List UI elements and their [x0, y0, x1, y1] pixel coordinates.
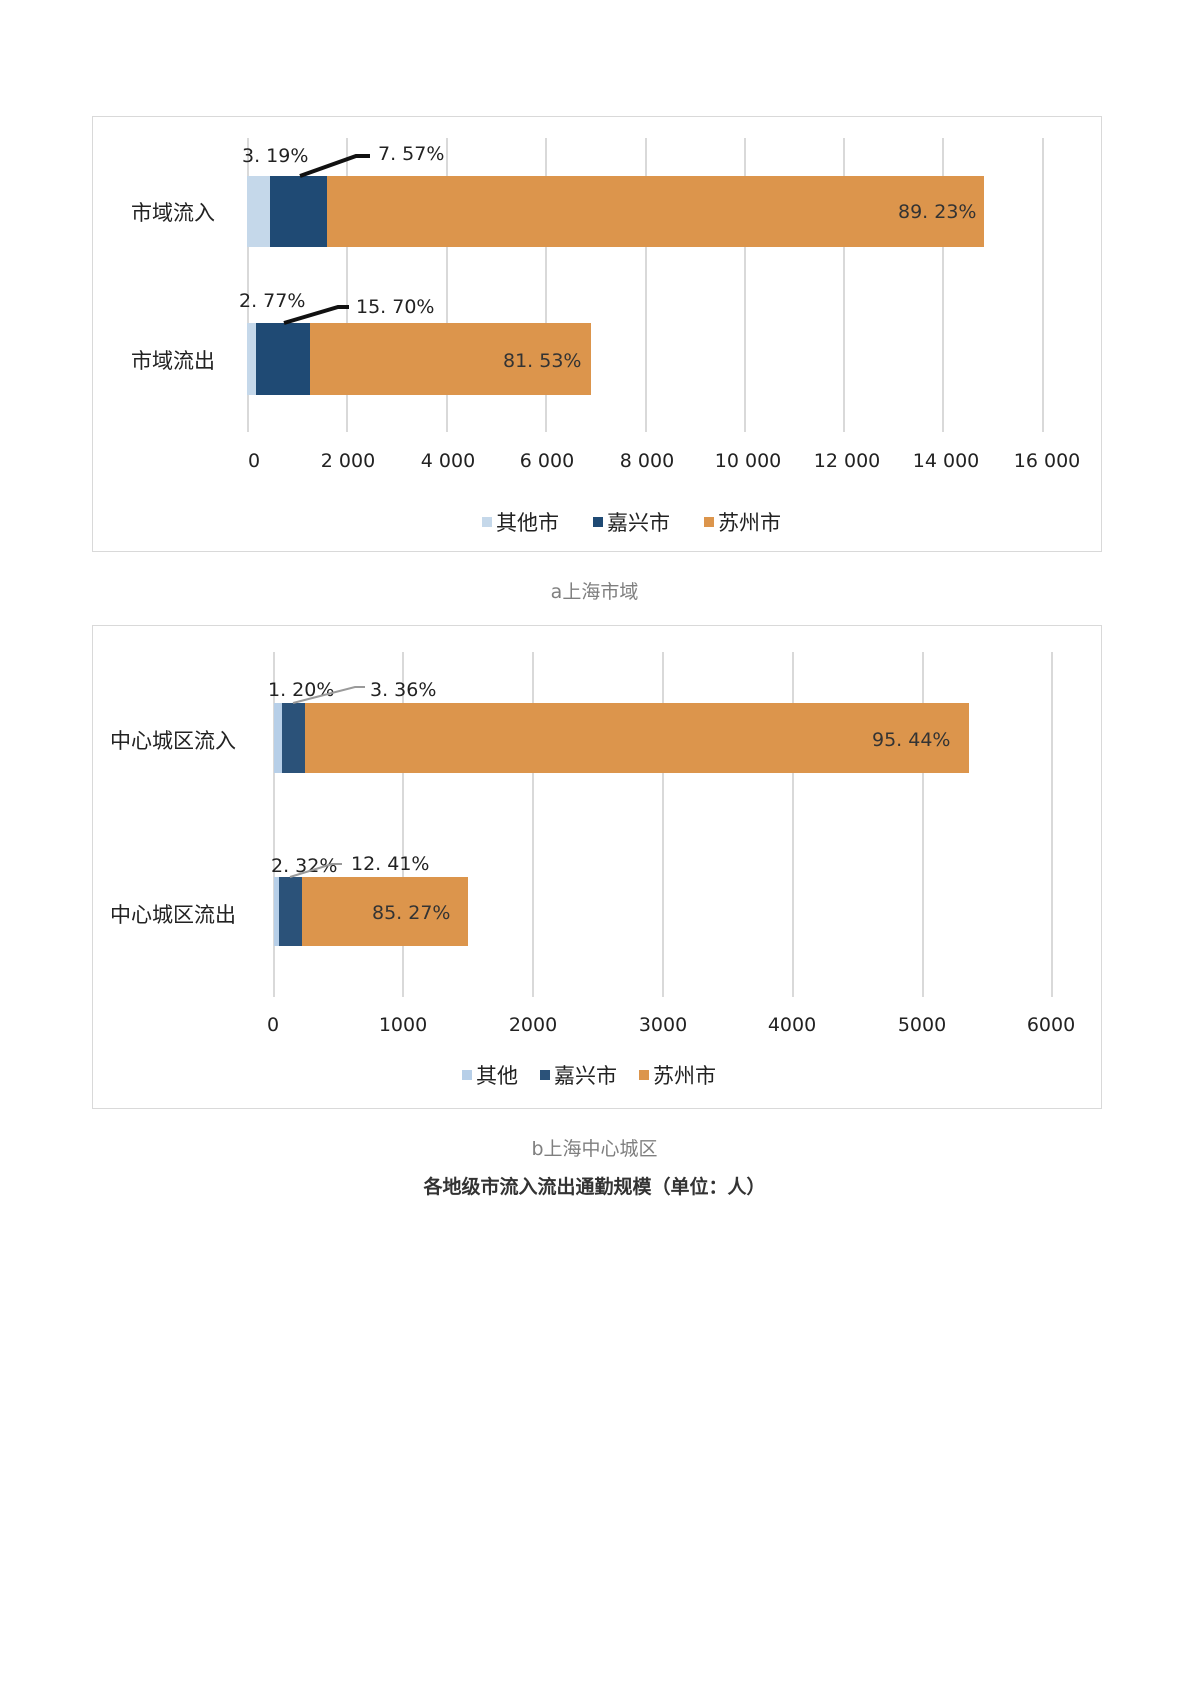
bar-segment-suzhou — [310, 323, 591, 395]
gridline — [1051, 652, 1053, 997]
bar-segment-jiaxing — [279, 877, 302, 946]
legend-label: 其他市 — [496, 511, 559, 535]
data-label-suzhou: 81. 53% — [503, 350, 582, 372]
bar-segment-other — [274, 703, 282, 773]
category-label: 中心城区流出 — [110, 903, 236, 927]
x-tick: 4000 — [767, 1014, 817, 1036]
gridline — [843, 138, 845, 432]
legend-item-jiaxing: 嘉兴市 — [540, 1060, 617, 1090]
x-tick: 14 000 — [912, 450, 980, 472]
legend: 其他 嘉兴市 苏州市 — [462, 1060, 750, 1090]
gridline — [446, 138, 448, 432]
legend-item-suzhou: 苏州市 — [639, 1060, 716, 1090]
category-label: 市域流入 — [131, 201, 215, 225]
x-tick: 6 000 — [519, 450, 575, 472]
bar-segment-jiaxing — [270, 176, 327, 247]
x-tick: 8 000 — [619, 450, 675, 472]
legend-swatch-icon — [704, 517, 714, 527]
legend-swatch-icon — [462, 1070, 472, 1080]
bar-segment-suzhou — [327, 176, 984, 247]
bar-segment-other — [247, 323, 256, 395]
chart-a-caption: a上海市域 — [550, 581, 639, 603]
x-tick: 12 000 — [813, 450, 881, 472]
bar-segment-jiaxing — [256, 323, 310, 395]
x-tick: 16 000 — [1013, 450, 1081, 472]
gridline — [645, 138, 647, 432]
gridline — [942, 138, 944, 432]
category-label: 中心城区流入 — [110, 729, 236, 753]
data-label-suzhou: 85. 27% — [372, 902, 451, 924]
data-label-other: 3. 19% — [242, 145, 309, 167]
chart-b-caption: b上海中心城区 — [531, 1138, 658, 1160]
legend-item-jiaxing: 嘉兴市 — [593, 507, 670, 537]
x-tick: 3000 — [638, 1014, 688, 1036]
legend-swatch-icon — [639, 1070, 649, 1080]
gridline — [545, 138, 547, 432]
x-tick: 5000 — [897, 1014, 947, 1036]
gridline — [532, 652, 534, 997]
figure-title: 各地级市流入流出通勤规模（单位：人） — [423, 1176, 766, 1198]
data-label-jiaxing: 3. 36% — [370, 679, 437, 701]
bar-segment-suzhou — [305, 703, 969, 773]
data-label-jiaxing: 15. 70% — [356, 296, 435, 318]
bar-segment-jiaxing — [282, 703, 305, 773]
chart-b-frame — [92, 625, 1102, 1109]
x-tick: 2000 — [508, 1014, 558, 1036]
legend-item-suzhou: 苏州市 — [704, 507, 781, 537]
gridline — [346, 138, 348, 432]
gridline — [662, 652, 664, 997]
legend-label: 其他 — [476, 1064, 518, 1088]
x-tick: 10 000 — [714, 450, 782, 472]
bar-segment-suzhou — [302, 877, 468, 946]
gridline — [1042, 138, 1044, 432]
data-label-other: 2. 32% — [271, 855, 338, 877]
legend-item-other: 其他 — [462, 1060, 518, 1090]
bar-segment-other — [247, 176, 270, 247]
x-tick: 1000 — [378, 1014, 428, 1036]
x-tick: 4 000 — [420, 450, 476, 472]
gridline — [792, 652, 794, 997]
gridline — [273, 652, 275, 997]
legend: 其他市 嘉兴市 苏州市 — [482, 507, 815, 537]
x-tick: 0 — [247, 450, 261, 472]
bar-segment-other — [274, 877, 279, 946]
gridline — [922, 652, 924, 997]
legend-label: 苏州市 — [718, 511, 781, 535]
data-label-suzhou: 95. 44% — [872, 729, 951, 751]
legend-item-other: 其他市 — [482, 507, 559, 537]
legend-label: 嘉兴市 — [607, 511, 670, 535]
data-label-jiaxing: 12. 41% — [351, 853, 430, 875]
data-label-other: 1. 20% — [268, 679, 335, 701]
x-tick: 2 000 — [320, 450, 376, 472]
legend-label: 嘉兴市 — [554, 1064, 617, 1088]
data-label-jiaxing: 7. 57% — [378, 143, 445, 165]
gridline — [402, 652, 404, 997]
data-label-other: 2. 77% — [239, 290, 306, 312]
x-tick: 6000 — [1026, 1014, 1076, 1036]
gridline — [744, 138, 746, 432]
x-tick: 0 — [266, 1014, 280, 1036]
data-label-suzhou: 89. 23% — [898, 201, 977, 223]
legend-label: 苏州市 — [653, 1064, 716, 1088]
legend-swatch-icon — [593, 517, 603, 527]
legend-swatch-icon — [482, 517, 492, 527]
gridline — [247, 138, 249, 432]
legend-swatch-icon — [540, 1070, 550, 1080]
category-label: 市域流出 — [131, 349, 215, 373]
